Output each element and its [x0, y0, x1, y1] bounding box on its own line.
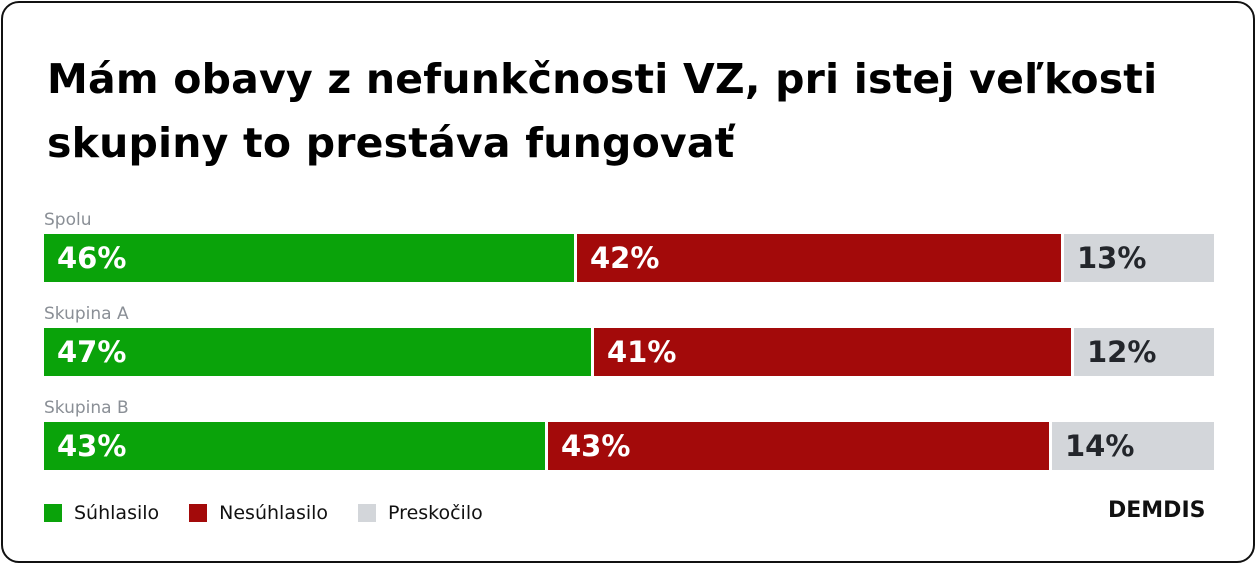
legend-swatch-skip — [358, 504, 377, 522]
bar-segment-agree: 46% — [44, 234, 574, 282]
bar-segment-skip: 14% — [1052, 422, 1214, 470]
legend-label-disagree: Nesúhlasilo — [219, 502, 329, 524]
category-label: Skupina A — [44, 304, 129, 324]
bar-row: 43% 43% 14% — [44, 422, 1214, 470]
legend-swatch-disagree — [189, 504, 208, 522]
category-label: Spolu — [44, 210, 92, 230]
legend-label-skip: Preskočilo — [388, 502, 483, 524]
brand-logo: DEMDIS — [1108, 498, 1206, 523]
bar-segment-disagree: 42% — [577, 234, 1061, 282]
legend-item-agree: Súhlasilo — [44, 502, 159, 524]
chart-title: Mám obavy z nefunkčnosti VZ, pri istej v… — [47, 55, 1158, 167]
bar-segment-disagree: 41% — [594, 328, 1071, 376]
legend-item-disagree: Nesúhlasilo — [189, 502, 328, 524]
legend-swatch-agree — [44, 504, 62, 522]
bar-segment-disagree: 43% — [548, 422, 1049, 470]
legend: Súhlasilo Nesúhlasilo Preskočilo — [44, 500, 513, 526]
legend-label-agree: Súhlasilo — [74, 502, 160, 524]
legend-item-skip: Preskočilo — [358, 502, 483, 524]
bar-segment-skip: 12% — [1074, 328, 1214, 376]
category-label: Skupina B — [44, 398, 129, 418]
bar-segment-agree: 43% — [44, 422, 545, 470]
bar-segment-skip: 13% — [1064, 234, 1214, 282]
bar-row: 46% 42% 13% — [44, 234, 1214, 282]
bar-segment-agree: 47% — [44, 328, 591, 376]
bar-row: 47% 41% 12% — [44, 328, 1214, 376]
